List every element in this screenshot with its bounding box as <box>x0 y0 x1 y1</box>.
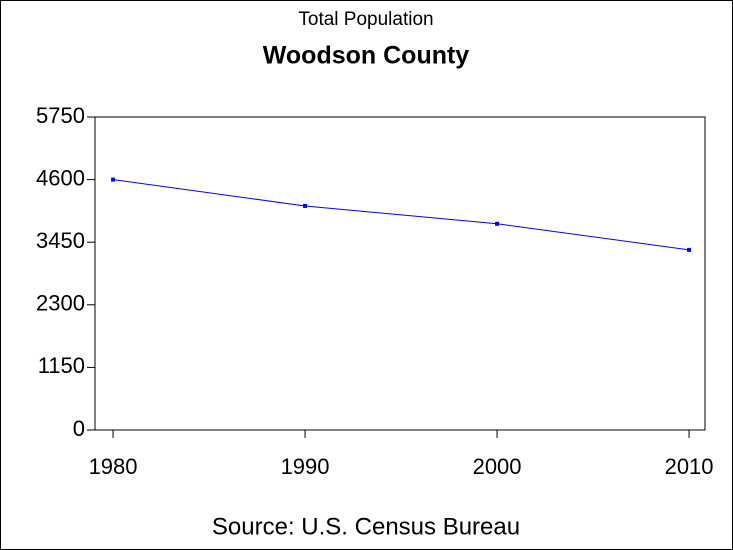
x-tick-label: 2010 <box>665 454 714 479</box>
y-tick-label: 0 <box>73 416 85 441</box>
x-tick-label: 2000 <box>473 454 522 479</box>
y-tick-label: 1150 <box>38 353 85 378</box>
y-tick-label: 3450 <box>36 228 85 253</box>
x-tick-label: 1990 <box>281 454 330 479</box>
data-point <box>687 247 692 252</box>
chart-title: Woodson County <box>263 42 470 70</box>
source-note: Source: U.S. Census Bureau <box>212 513 520 540</box>
data-point <box>111 177 116 182</box>
plot-frame <box>94 116 706 431</box>
data-point <box>303 203 308 208</box>
data-line <box>112 179 690 251</box>
data-point <box>495 221 500 226</box>
y-tick-label: 5750 <box>36 103 85 128</box>
y-tick-label: 2300 <box>36 291 85 316</box>
y-tick-label: 4600 <box>36 165 85 190</box>
x-tick-label: 1980 <box>89 454 138 479</box>
chart-subtitle: Total Population <box>298 9 433 30</box>
